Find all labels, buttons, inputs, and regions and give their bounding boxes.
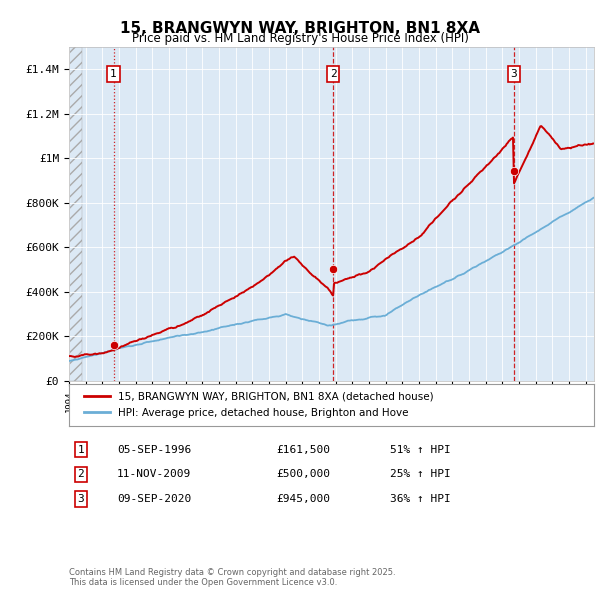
Text: 3: 3 [77, 494, 85, 504]
Text: 11-NOV-2009: 11-NOV-2009 [117, 470, 191, 479]
Text: 2: 2 [330, 69, 337, 79]
Text: 1: 1 [77, 445, 85, 454]
Text: 51% ↑ HPI: 51% ↑ HPI [390, 445, 451, 454]
Text: 3: 3 [511, 69, 517, 79]
Text: 1: 1 [110, 69, 117, 79]
Text: £945,000: £945,000 [276, 494, 330, 504]
Text: Price paid vs. HM Land Registry's House Price Index (HPI): Price paid vs. HM Land Registry's House … [131, 32, 469, 45]
Text: 36% ↑ HPI: 36% ↑ HPI [390, 494, 451, 504]
Text: 15, BRANGWYN WAY, BRIGHTON, BN1 8XA: 15, BRANGWYN WAY, BRIGHTON, BN1 8XA [120, 21, 480, 35]
Text: £161,500: £161,500 [276, 445, 330, 454]
Legend: 15, BRANGWYN WAY, BRIGHTON, BN1 8XA (detached house), HPI: Average price, detach: 15, BRANGWYN WAY, BRIGHTON, BN1 8XA (det… [79, 388, 438, 422]
Text: 05-SEP-1996: 05-SEP-1996 [117, 445, 191, 454]
Text: £500,000: £500,000 [276, 470, 330, 479]
Text: 25% ↑ HPI: 25% ↑ HPI [390, 470, 451, 479]
Text: Contains HM Land Registry data © Crown copyright and database right 2025.
This d: Contains HM Land Registry data © Crown c… [69, 568, 395, 587]
Text: 09-SEP-2020: 09-SEP-2020 [117, 494, 191, 504]
Text: 2: 2 [77, 470, 85, 479]
